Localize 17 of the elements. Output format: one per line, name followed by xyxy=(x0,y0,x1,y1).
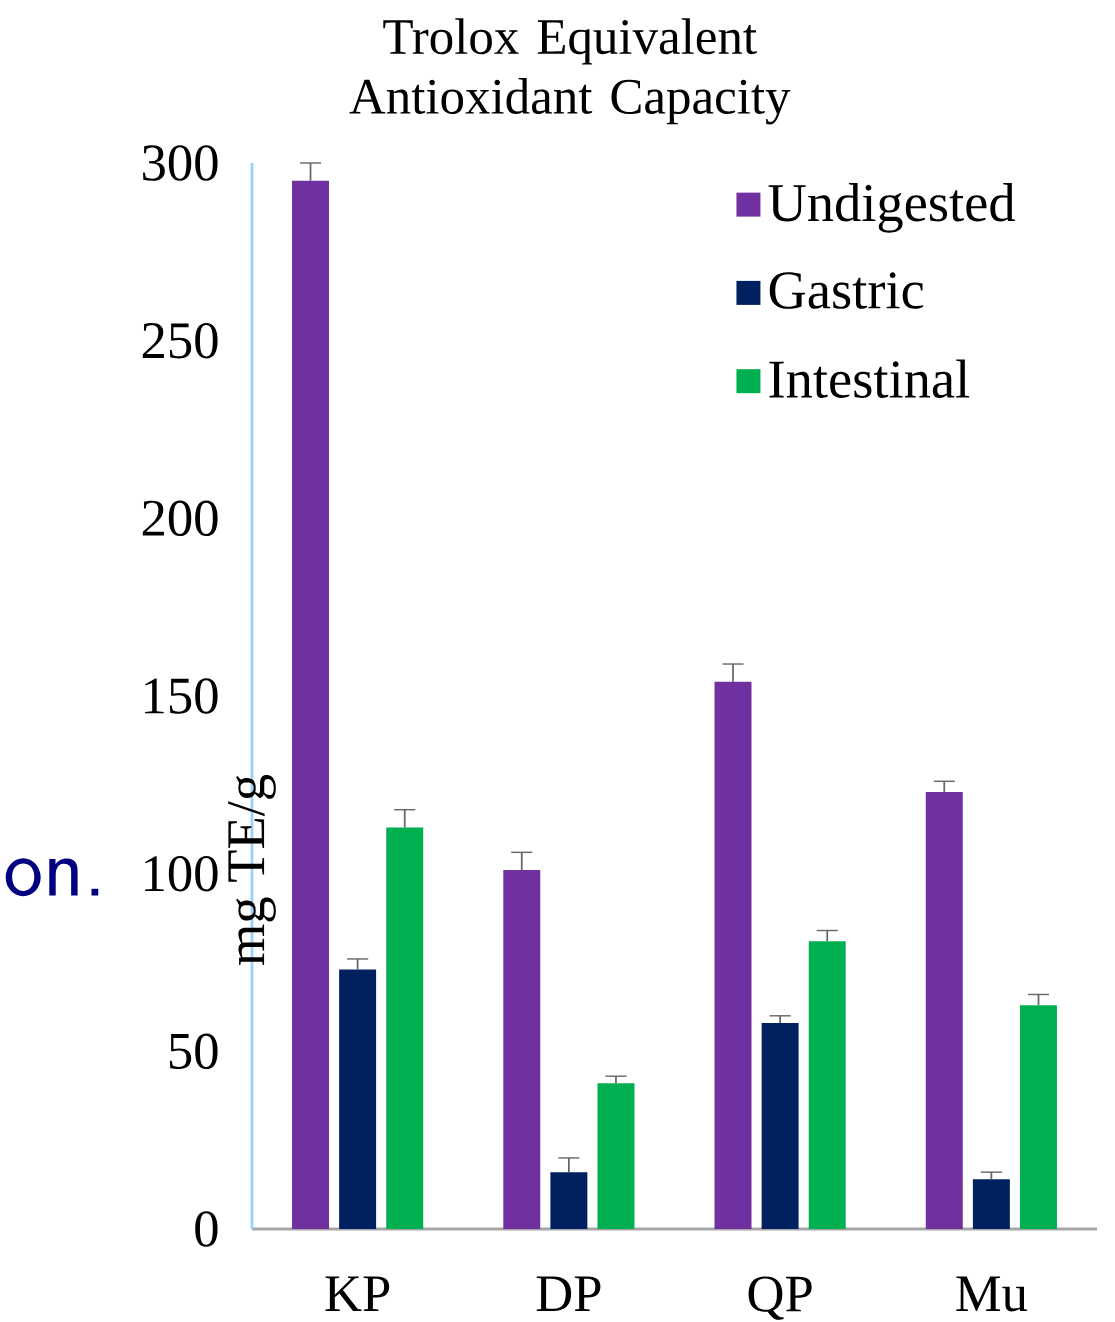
y-tick-label: 50 xyxy=(169,1033,218,1070)
y-tick-label: 250 xyxy=(142,322,218,359)
y-tick-label: 100 xyxy=(145,855,218,892)
y-tick-label: 200 xyxy=(142,500,218,537)
y-tick-label: 150 xyxy=(145,678,218,714)
x-tick-label: QP xyxy=(748,1276,812,1320)
x-tick-label: KP xyxy=(325,1276,390,1311)
y-tick-label: 300 xyxy=(143,145,218,181)
chart-title: Trolox Equivalent Antioxidant Capacity xyxy=(349,18,791,125)
text: on. xyxy=(5,858,99,897)
legend-label: Gastric xyxy=(769,272,924,309)
legend-label: Undigested xyxy=(768,183,1015,233)
x-tick-label: DP xyxy=(536,1276,601,1312)
x-tick-label: Mu xyxy=(956,1276,1028,1312)
y-axis-title: mg TE/g xyxy=(228,774,276,965)
legend-label: Intestinal xyxy=(769,359,970,398)
y-tick-label: 0 xyxy=(195,1211,218,1247)
